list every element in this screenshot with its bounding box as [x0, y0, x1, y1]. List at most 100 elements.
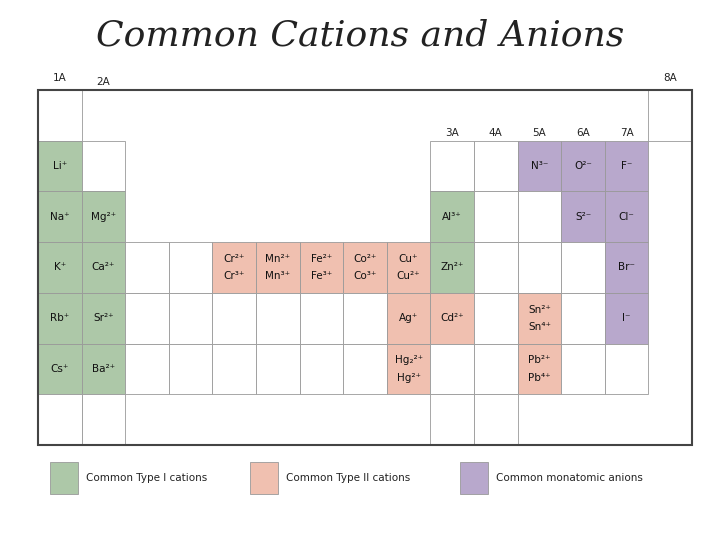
Text: Co³⁺: Co³⁺	[354, 271, 377, 281]
Bar	[38, 242, 81, 293]
Text: Cl⁻: Cl⁻	[618, 212, 634, 222]
Bar	[343, 293, 387, 343]
Bar	[474, 394, 518, 445]
Text: Na⁺: Na⁺	[50, 212, 70, 222]
Bar	[561, 242, 605, 293]
Bar	[605, 293, 649, 343]
Bar	[300, 293, 343, 343]
Bar	[431, 293, 474, 343]
Text: K⁺: K⁺	[54, 262, 66, 273]
Bar	[605, 343, 649, 394]
Bar	[38, 90, 692, 445]
Text: S²⁻: S²⁻	[575, 212, 591, 222]
Text: I⁻: I⁻	[622, 313, 631, 323]
Text: F⁻: F⁻	[621, 161, 632, 171]
Bar	[387, 242, 431, 293]
Bar	[605, 141, 649, 191]
Bar	[561, 343, 605, 394]
Text: Br⁻: Br⁻	[618, 262, 635, 273]
Bar	[81, 293, 125, 343]
Bar	[125, 343, 168, 394]
Bar	[605, 242, 649, 293]
Text: Al³⁺: Al³⁺	[442, 212, 462, 222]
Text: N³⁻: N³⁻	[531, 161, 548, 171]
Text: 6A: 6A	[576, 128, 590, 138]
Bar	[81, 191, 125, 242]
Text: Ba²⁺: Ba²⁺	[92, 364, 115, 374]
Bar	[212, 293, 256, 343]
Bar	[474, 343, 518, 394]
Text: O²⁻: O²⁻	[574, 161, 592, 171]
Text: 5A: 5A	[533, 128, 546, 138]
Bar	[256, 343, 300, 394]
Bar	[474, 293, 518, 343]
Bar	[125, 293, 168, 343]
Text: Li⁺: Li⁺	[53, 161, 67, 171]
Text: Ca²⁺: Ca²⁺	[91, 262, 115, 273]
Bar	[38, 343, 81, 394]
Bar	[81, 242, 125, 293]
Bar	[431, 242, 474, 293]
Text: Common Type I cations: Common Type I cations	[86, 473, 207, 483]
Bar	[343, 242, 387, 293]
Bar	[474, 242, 518, 293]
Bar	[518, 343, 561, 394]
Text: Sn⁴⁺: Sn⁴⁺	[528, 322, 551, 332]
Text: Common Cations and Anions: Common Cations and Anions	[96, 18, 624, 52]
Bar	[125, 242, 168, 293]
Bar	[387, 343, 431, 394]
Bar	[561, 191, 605, 242]
Bar	[460, 462, 488, 494]
Text: 7A: 7A	[620, 128, 634, 138]
Bar	[38, 90, 81, 141]
Bar	[431, 343, 474, 394]
Bar	[518, 141, 561, 191]
Text: Ag⁺: Ag⁺	[399, 313, 418, 323]
Text: 2A: 2A	[96, 77, 110, 87]
Text: Common monatomic anions: Common monatomic anions	[496, 473, 643, 483]
Text: Cs⁺: Cs⁺	[50, 364, 69, 374]
Text: 8A: 8A	[663, 73, 677, 83]
Bar	[81, 394, 125, 445]
Text: Mg²⁺: Mg²⁺	[91, 212, 116, 222]
Text: 3A: 3A	[446, 128, 459, 138]
Bar	[387, 293, 431, 343]
Text: Fe³⁺: Fe³⁺	[311, 271, 332, 281]
Bar	[81, 141, 125, 191]
Bar	[561, 141, 605, 191]
Text: Cu²⁺: Cu²⁺	[397, 271, 420, 281]
Text: Hg₂²⁺: Hg₂²⁺	[395, 355, 423, 365]
Bar	[81, 343, 125, 394]
Bar	[50, 462, 78, 494]
Text: 1A: 1A	[53, 73, 67, 83]
Text: Common Type II cations: Common Type II cations	[286, 473, 410, 483]
Bar	[38, 293, 81, 343]
Bar	[518, 191, 561, 242]
Text: Sn²⁺: Sn²⁺	[528, 305, 551, 315]
Bar	[168, 343, 212, 394]
Bar	[212, 242, 256, 293]
Text: Zn²⁺: Zn²⁺	[441, 262, 464, 273]
Bar	[38, 191, 81, 242]
Text: Cd²⁺: Cd²⁺	[441, 313, 464, 323]
Bar	[431, 394, 474, 445]
Text: Hg²⁺: Hg²⁺	[397, 373, 420, 382]
Bar	[168, 293, 212, 343]
Text: Rb⁺: Rb⁺	[50, 313, 69, 323]
Bar	[474, 141, 518, 191]
Bar	[431, 191, 474, 242]
Bar	[561, 293, 605, 343]
Text: Mn³⁺: Mn³⁺	[265, 271, 290, 281]
Bar	[38, 141, 81, 191]
Bar	[212, 343, 256, 394]
Text: Pb²⁺: Pb²⁺	[528, 355, 551, 365]
Bar	[256, 242, 300, 293]
Text: Pb⁴⁺: Pb⁴⁺	[528, 373, 551, 382]
Text: Co²⁺: Co²⁺	[354, 254, 377, 264]
Bar	[38, 394, 81, 445]
Bar	[431, 141, 474, 191]
Bar	[518, 242, 561, 293]
Text: Mn²⁺: Mn²⁺	[265, 254, 290, 264]
Text: Cr³⁺: Cr³⁺	[223, 271, 245, 281]
Bar	[300, 242, 343, 293]
